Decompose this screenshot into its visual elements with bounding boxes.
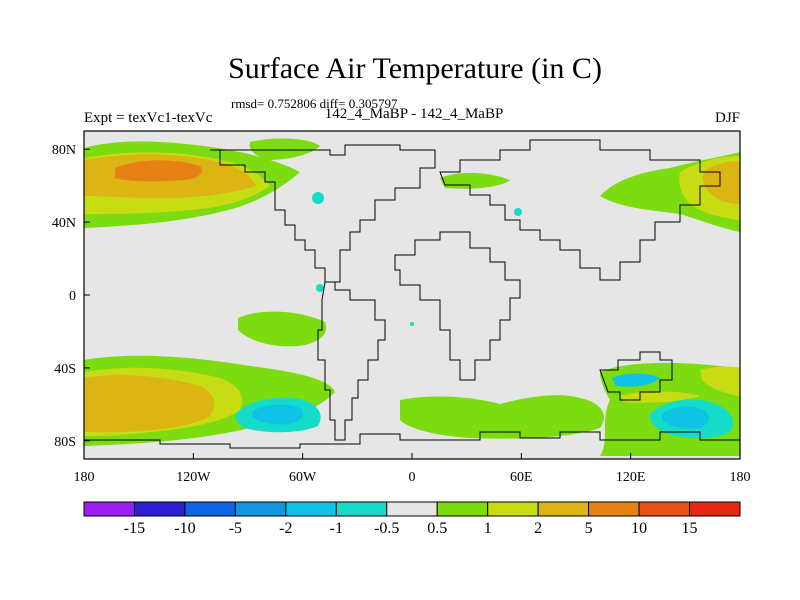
colorbar-label: -0.5 <box>374 520 399 537</box>
eurasia-outline <box>439 139 721 281</box>
spac-orange <box>84 375 215 432</box>
colorbar-swatch <box>537 501 590 517</box>
north-america-outline <box>210 144 436 283</box>
speck-cyan-3 <box>514 208 522 216</box>
y-tick-label: 80S <box>54 435 76 450</box>
x-tick-label: 0 <box>409 470 416 485</box>
colorbar-label: -5 <box>229 520 242 537</box>
colorbar-label: -10 <box>174 520 195 537</box>
arctic-green-strip <box>249 138 320 160</box>
colorbar-swatch <box>133 501 186 517</box>
y-axis: 80N 40N 0 40S 80S <box>52 143 90 450</box>
chart-title: Surface Air Temperature (in C) <box>228 52 602 85</box>
colorbar-label: -1 <box>330 520 343 537</box>
colorbar-label: 5 <box>585 520 593 537</box>
colorbar-swatch <box>689 501 741 517</box>
season-label: DJF <box>714 110 740 126</box>
colorbar-swatch <box>335 501 388 517</box>
africa-europe-outline <box>394 231 521 381</box>
chart-subtitle: rmsd= 0.752806 diff= 0.305797 <box>231 96 398 111</box>
y-tick-label: 0 <box>69 289 76 304</box>
colorbar-label: 2 <box>534 520 542 537</box>
colorbar-swatch <box>83 501 135 517</box>
indian-green <box>400 395 604 439</box>
npac-darkorange <box>115 160 202 182</box>
colorbar-label: 15 <box>682 520 698 537</box>
swpac-yellow <box>700 366 740 396</box>
x-tick-label: 180 <box>74 470 95 485</box>
southern-cool-core <box>252 404 303 425</box>
x-tick-label: 60W <box>289 470 317 485</box>
speck-cyan-2 <box>316 284 324 292</box>
colorbar-swatch <box>285 501 337 517</box>
speck-cyan-1 <box>312 192 324 204</box>
colorbar-label: 1 <box>484 520 492 537</box>
experiment-label: Expt = texVc1-texVc <box>84 110 213 126</box>
x-tick-label: 180 <box>730 470 751 485</box>
colorbar-swatch <box>487 501 539 517</box>
tasman-cool <box>612 373 660 387</box>
x-tick-label: 120E <box>616 470 646 485</box>
y-tick-label: 40S <box>54 362 76 377</box>
x-tick-label: 120W <box>176 470 211 485</box>
x-tick-label: 60E <box>510 470 533 485</box>
y-tick-label: 80N <box>52 143 76 158</box>
colorbar-swatch <box>386 501 438 517</box>
colorbar-swatch <box>234 501 287 517</box>
colorbar-label: -2 <box>279 520 292 537</box>
coastlines <box>84 139 740 449</box>
colorbar-swatch <box>436 501 489 517</box>
colorbar: -15 -10 -5 -2 -1 -0.5 0.5 1 2 5 10 15 <box>83 501 741 537</box>
swpac-cool-core <box>662 406 709 429</box>
colorbar-swatch <box>638 501 691 517</box>
south-america-outline <box>317 281 386 441</box>
run-label: 142_4_MaBP - 142_4_MaBP <box>324 106 504 122</box>
colorbar-label: 10 <box>631 520 647 537</box>
y-tick-label: 40N <box>52 216 76 231</box>
x-axis: 180 120W 60W 0 60E 120E 180 <box>74 453 751 485</box>
antarctica-outline <box>84 431 740 449</box>
australia-outline <box>599 351 673 401</box>
tropical-green <box>238 311 327 347</box>
speck-green-1 <box>410 322 414 326</box>
colorbar-swatch <box>184 501 236 517</box>
colorbar-label: -15 <box>124 520 145 537</box>
colorbar-label: 0.5 <box>427 520 447 537</box>
colorbar-swatch <box>588 501 640 517</box>
